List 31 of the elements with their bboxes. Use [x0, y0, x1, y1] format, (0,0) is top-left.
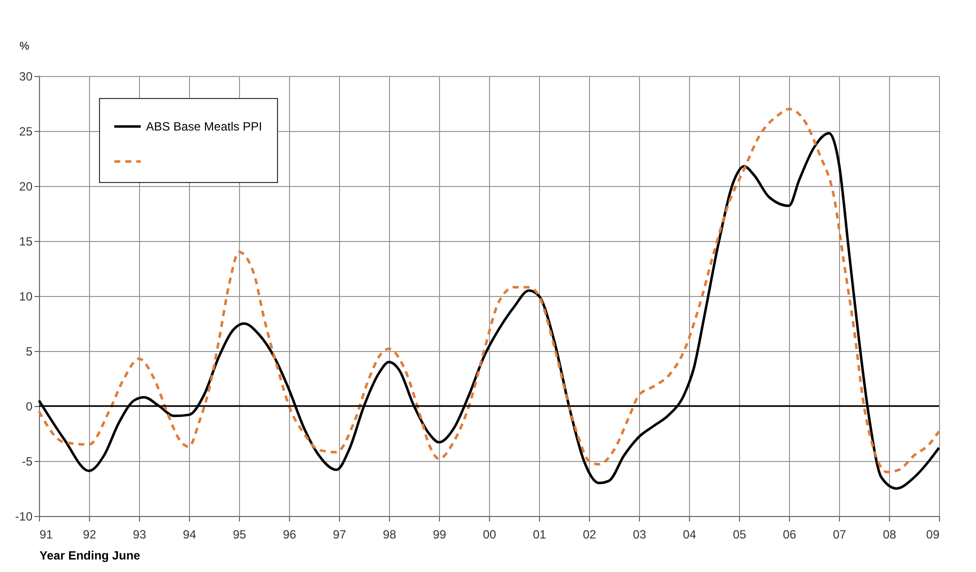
- x-tick-label: 98: [382, 528, 396, 542]
- x-tick-label: 99: [432, 528, 446, 542]
- x-tick-label: 07: [832, 528, 846, 542]
- x-tick-label: 93: [132, 528, 146, 542]
- x-tick-label: 02: [582, 528, 596, 542]
- x-tick-label: 05: [732, 528, 746, 542]
- x-tick-label: 01: [532, 528, 546, 542]
- y-tick-label: 5: [26, 344, 33, 358]
- x-tick-label: 08: [882, 528, 896, 542]
- y-tick-label: 0: [26, 400, 33, 414]
- y-tick-label: 10: [19, 290, 33, 304]
- x-tick-label: 97: [332, 528, 346, 542]
- legend-label: ABS Base Meatls PPI: [146, 120, 262, 134]
- x-tick-label: 96: [282, 528, 296, 542]
- y-tick-label: -10: [15, 510, 33, 524]
- x-tick-label: 92: [82, 528, 96, 542]
- x-axis-title: Year Ending June: [40, 548, 141, 562]
- x-tick-label: 95: [232, 528, 246, 542]
- x-tick-label: 94: [182, 528, 196, 542]
- y-tick-label: 15: [19, 234, 33, 248]
- y-tick-label: 25: [19, 124, 33, 138]
- y-tick-label: -5: [22, 454, 33, 468]
- x-tick-label: 09: [926, 528, 940, 542]
- x-tick-label: 04: [682, 528, 696, 542]
- x-tick-label: 00: [482, 528, 496, 542]
- x-tick-label: 03: [632, 528, 646, 542]
- y-axis-title: %: [20, 40, 30, 52]
- y-tick-label: 20: [19, 180, 33, 194]
- y-tick-label: 30: [19, 70, 33, 84]
- x-tick-label: 06: [782, 528, 796, 542]
- x-tick-label: 91: [40, 528, 54, 542]
